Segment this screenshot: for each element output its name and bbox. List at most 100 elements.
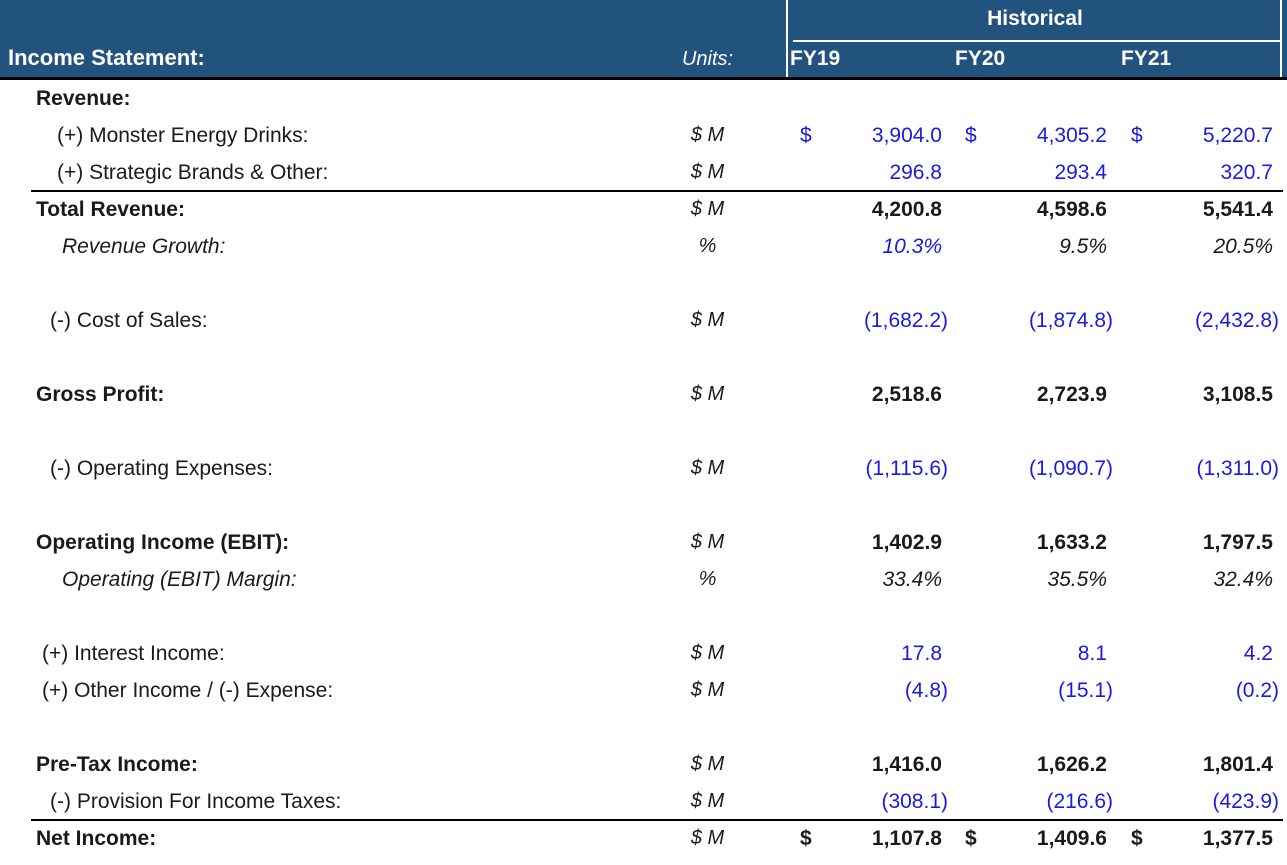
historical-group-header[interactable]: Historical bbox=[987, 7, 1083, 30]
interest-income-value-fy21[interactable]: 4.2 bbox=[1121, 642, 1281, 666]
cell-value: 1,797.5 bbox=[1202, 530, 1273, 554]
gross-profit-units[interactable]: $ M bbox=[690, 383, 725, 405]
operating-income-ebit-label[interactable]: Operating Income (EBIT): bbox=[36, 530, 290, 554]
cell-value: 5,220.7 bbox=[1202, 123, 1273, 147]
monster-energy-drinks-value-fy21[interactable]: $5,220.7 bbox=[1121, 124, 1281, 148]
cell-value: 1,416.0 bbox=[871, 752, 942, 776]
spacer-row bbox=[0, 339, 1287, 376]
operating-income-ebit-units[interactable]: $ M bbox=[690, 531, 725, 553]
net-income-value-fy21[interactable]: $1,377.5 bbox=[1121, 827, 1281, 851]
other-income-expense-value-fy19[interactable]: (4.8) bbox=[790, 679, 950, 703]
interest-income-label[interactable]: (+) Interest Income: bbox=[42, 641, 225, 665]
provision-for-income-taxes-label[interactable]: (-) Provision For Income Taxes: bbox=[50, 789, 342, 813]
column-header-fy20[interactable]: FY20 bbox=[955, 47, 1006, 70]
cost-of-sales-units[interactable]: $ M bbox=[690, 309, 725, 331]
other-income-expense-value-fy20[interactable]: (15.1) bbox=[955, 679, 1115, 703]
cell-value: 33.4% bbox=[882, 567, 942, 591]
revenue-growth-value-fy19[interactable]: 10.3% bbox=[790, 235, 950, 259]
strategic-brands-other-value-fy20[interactable]: 293.4 bbox=[955, 161, 1115, 185]
column-header-units[interactable]: Units: bbox=[681, 48, 734, 70]
dollar-sign: $ bbox=[965, 123, 977, 147]
revenue-growth-units[interactable]: % bbox=[698, 235, 717, 257]
operating-ebit-margin-value-fy21[interactable]: 32.4% bbox=[1121, 568, 1281, 592]
provision-for-income-taxes-units[interactable]: $ M bbox=[690, 790, 725, 812]
total-revenue-label[interactable]: Total Revenue: bbox=[36, 197, 185, 221]
revenue-section-label[interactable]: Revenue: bbox=[36, 86, 131, 110]
interest-income-value-fy20[interactable]: 8.1 bbox=[955, 642, 1115, 666]
cell-value: 5,541.4 bbox=[1202, 197, 1273, 221]
cost-of-sales-value-fy21[interactable]: (2,432.8) bbox=[1121, 309, 1281, 333]
total-revenue-value-fy20[interactable]: 4,598.6 bbox=[955, 198, 1115, 222]
net-income-value-fy19[interactable]: $1,107.8 bbox=[790, 827, 950, 851]
table-header: Historical Income Statement: Units: FY19… bbox=[0, 0, 1287, 80]
pre-tax-income-label[interactable]: Pre-Tax Income: bbox=[36, 752, 198, 776]
net-income-row: Net Income: $ M $1,107.8 $1,409.6 $1,377.5 bbox=[0, 819, 1287, 857]
cost-of-sales-label[interactable]: (-) Cost of Sales: bbox=[50, 308, 208, 332]
cell-value: 4.2 bbox=[1243, 641, 1273, 665]
other-income-expense-label[interactable]: (+) Other Income / (-) Expense: bbox=[42, 678, 334, 702]
cell-value: 1,633.2 bbox=[1036, 530, 1107, 554]
header-divider-left bbox=[786, 0, 788, 77]
pre-tax-income-value-fy20[interactable]: 1,626.2 bbox=[955, 753, 1115, 777]
operating-expenses-value-fy21[interactable]: (1,311.0) bbox=[1121, 457, 1281, 481]
strategic-brands-other-label[interactable]: (+) Strategic Brands & Other: bbox=[57, 160, 329, 184]
cost-of-sales-value-fy20[interactable]: (1,874.8) bbox=[955, 309, 1115, 333]
cost-of-sales-value-fy19[interactable]: (1,682.2) bbox=[790, 309, 950, 333]
operating-income-ebit-value-fy21[interactable]: 1,797.5 bbox=[1121, 531, 1281, 555]
strategic-brands-other-units[interactable]: $ M bbox=[690, 161, 725, 183]
dollar-sign: $ bbox=[1131, 123, 1143, 147]
total-revenue-value-fy19[interactable]: 4,200.8 bbox=[790, 198, 950, 222]
strategic-brands-other-row: (+) Strategic Brands & Other: $ M 296.8 293… bbox=[0, 154, 1287, 191]
operating-expenses-row: (-) Operating Expenses: $ M (1,115.6) (1,09… bbox=[0, 450, 1287, 487]
provision-for-income-taxes-value-fy20[interactable]: (216.6) bbox=[955, 790, 1115, 814]
gross-profit-label[interactable]: Gross Profit: bbox=[36, 382, 165, 406]
operating-ebit-margin-label[interactable]: Operating (EBIT) Margin: bbox=[62, 567, 297, 591]
cell-value: 1,402.9 bbox=[871, 530, 942, 554]
operating-expenses-value-fy19[interactable]: (1,115.6) bbox=[790, 457, 950, 481]
operating-ebit-margin-value-fy20[interactable]: 35.5% bbox=[955, 568, 1115, 592]
total-revenue-units[interactable]: $ M bbox=[690, 198, 725, 220]
revenue-growth-label[interactable]: Revenue Growth: bbox=[62, 234, 226, 258]
cell-value: 3,904.0 bbox=[871, 123, 942, 147]
gross-profit-value-fy20[interactable]: 2,723.9 bbox=[955, 383, 1115, 407]
net-income-value-fy20[interactable]: $1,409.6 bbox=[955, 827, 1115, 851]
pre-tax-income-value-fy19[interactable]: 1,416.0 bbox=[790, 753, 950, 777]
strategic-brands-other-value-fy21[interactable]: 320.7 bbox=[1121, 161, 1281, 185]
operating-expenses-label[interactable]: (-) Operating Expenses: bbox=[50, 456, 273, 480]
other-income-expense-units[interactable]: $ M bbox=[690, 679, 725, 701]
gross-profit-value-fy19[interactable]: 2,518.6 bbox=[790, 383, 950, 407]
provision-for-income-taxes-row: (-) Provision For Income Taxes: $ M (308.1… bbox=[0, 783, 1287, 820]
total-revenue-value-fy21[interactable]: 5,541.4 bbox=[1121, 198, 1281, 222]
operating-ebit-margin-value-fy19[interactable]: 33.4% bbox=[790, 568, 950, 592]
net-income-units[interactable]: $ M bbox=[690, 827, 725, 849]
other-income-expense-value-fy21[interactable]: (0.2) bbox=[1121, 679, 1281, 703]
strategic-brands-other-value-fy19[interactable]: 296.8 bbox=[790, 161, 950, 185]
operating-expenses-units[interactable]: $ M bbox=[690, 457, 725, 479]
interest-income-value-fy19[interactable]: 17.8 bbox=[790, 642, 950, 666]
monster-energy-drinks-value-fy19[interactable]: $3,904.0 bbox=[790, 124, 950, 148]
interest-income-units[interactable]: $ M bbox=[690, 642, 725, 664]
pre-tax-income-row: Pre-Tax Income: $ M 1,416.0 1,626.2 1,801.4 bbox=[0, 746, 1287, 783]
gross-profit-value-fy21[interactable]: 3,108.5 bbox=[1121, 383, 1281, 407]
cell-value: 1,107.8 bbox=[871, 826, 942, 850]
column-header-fy19[interactable]: FY19 bbox=[790, 47, 841, 70]
operating-expenses-value-fy20[interactable]: (1,090.7) bbox=[955, 457, 1115, 481]
column-header-fy21[interactable]: FY21 bbox=[1121, 47, 1172, 70]
monster-energy-drinks-units[interactable]: $ M bbox=[690, 124, 725, 146]
monster-energy-drinks-value-fy20[interactable]: $4,305.2 bbox=[955, 124, 1115, 148]
net-income-label[interactable]: Net Income: bbox=[36, 826, 157, 850]
provision-for-income-taxes-value-fy21[interactable]: (423.9) bbox=[1121, 790, 1281, 814]
operating-ebit-margin-units[interactable]: % bbox=[698, 568, 717, 590]
spacer-row bbox=[0, 265, 1287, 302]
revenue-growth-value-fy21[interactable]: 20.5% bbox=[1121, 235, 1281, 259]
operating-income-ebit-value-fy19[interactable]: 1,402.9 bbox=[790, 531, 950, 555]
provision-for-income-taxes-value-fy19[interactable]: (308.1) bbox=[790, 790, 950, 814]
cell-value: (1,682.2) bbox=[863, 308, 948, 332]
cell-value: (1,115.6) bbox=[865, 456, 949, 480]
revenue-growth-value-fy20[interactable]: 9.5% bbox=[955, 235, 1115, 259]
monster-energy-drinks-label[interactable]: (+) Monster Energy Drinks: bbox=[57, 123, 309, 147]
operating-income-ebit-value-fy20[interactable]: 1,633.2 bbox=[955, 531, 1115, 555]
pre-tax-income-units[interactable]: $ M bbox=[690, 753, 725, 775]
pre-tax-income-value-fy21[interactable]: 1,801.4 bbox=[1121, 753, 1281, 777]
